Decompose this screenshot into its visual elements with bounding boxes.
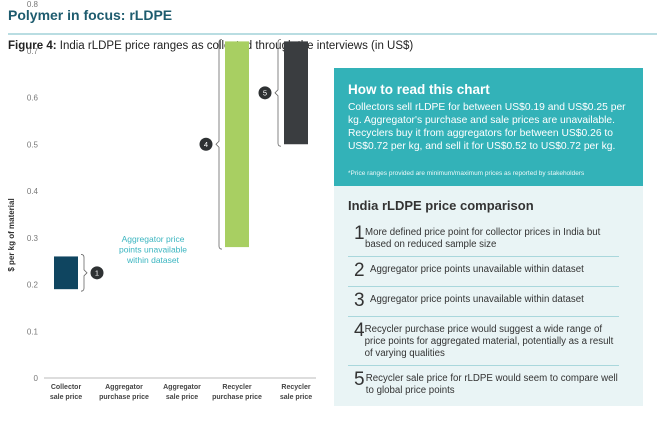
comparison-item: 1 More defined price point for collector …: [348, 220, 619, 257]
comparison-box: India rLDPE price comparison 1 More defin…: [334, 186, 643, 406]
comparison-item: 3 Aggregator price points unavailable wit…: [348, 287, 619, 317]
comparison-item: 2 Aggregator price points unavailable wit…: [348, 257, 619, 287]
item-text: Aggregator price points unavailable with…: [370, 294, 584, 305]
marker-label: 5: [263, 89, 267, 98]
y-tick-label: 0.4: [27, 187, 39, 196]
price-range-chart: 0 0.1 0.2 0.3 0.4 0.5 0.6 0.7 0.8 $ per kg of mat…: [7, 0, 316, 401]
item-text: Recycler sale price for rLDPE would seem…: [365, 373, 618, 396]
comparison-title: India rLDPE price comparison: [348, 198, 534, 213]
marker-circle: [199, 137, 213, 151]
comparison-item: 5 Recycler sale price for rLDPE would see…: [348, 366, 619, 402]
y-tick-label: 0.2: [27, 281, 39, 290]
info-panel: How to read this chart Collectors sell r…: [334, 68, 643, 406]
y-axis-label: $ per kg of material: [7, 198, 16, 271]
x-tick-label: Aggregator purchase price: [99, 384, 149, 401]
marker-circle: [258, 86, 272, 100]
range-bar: [225, 41, 249, 248]
item-number: 5: [354, 369, 365, 390]
how-to-read-note: *Price ranges provided are minimum/maxim…: [348, 170, 585, 177]
y-tick-label: 0.6: [27, 94, 39, 103]
x-tick-label: Aggregator sale price: [163, 384, 201, 401]
y-tick-label: 0.5: [27, 140, 39, 149]
figure-label: Figure 4:: [8, 40, 57, 52]
marker-label: 4: [204, 140, 208, 149]
y-tick-label: 0.8: [27, 0, 39, 9]
marker-circle: [90, 266, 104, 280]
item-text: More defined price point for collector p…: [365, 227, 601, 250]
y-tick-label: 0.1: [27, 327, 39, 336]
range-brace: [274, 39, 282, 147]
item-text: Recycler purchase price would suggest a …: [364, 324, 614, 359]
page-title: Polymer in focus: rLDPE: [8, 7, 173, 23]
how-to-read-body: Collectors sell rLDPE for between US$0.1…: [348, 102, 626, 152]
range-bar: [284, 41, 308, 145]
item-text: Aggregator price points unavailable with…: [370, 264, 584, 275]
x-tick-label: Collector sale price: [50, 384, 82, 401]
comparison-item: 4 Recycler purchase price would suggest a…: [348, 317, 619, 366]
how-to-read-box: How to read this chart Collectors sell r…: [334, 68, 643, 186]
range-brace: [215, 39, 223, 250]
marker-label: 1: [95, 269, 99, 278]
item-number: 2: [354, 260, 365, 281]
x-tick-label: Recycler purchase price: [212, 384, 262, 401]
y-tick-label: 0.7: [27, 47, 39, 56]
y-tick-label: 0.3: [27, 234, 39, 243]
item-number: 3: [354, 290, 365, 311]
item-number: 4: [354, 320, 365, 341]
aggregator-annotation: Aggregator price points unavailable within…: [119, 234, 187, 265]
range-bar: [54, 256, 78, 290]
title-divider: [8, 33, 657, 35]
x-tick-label: Recycler sale price: [280, 384, 312, 401]
y-tick-label: 0: [34, 374, 39, 383]
how-to-read-title: How to read this chart: [348, 82, 490, 97]
item-number: 1: [354, 223, 365, 244]
range-brace: [80, 254, 88, 292]
